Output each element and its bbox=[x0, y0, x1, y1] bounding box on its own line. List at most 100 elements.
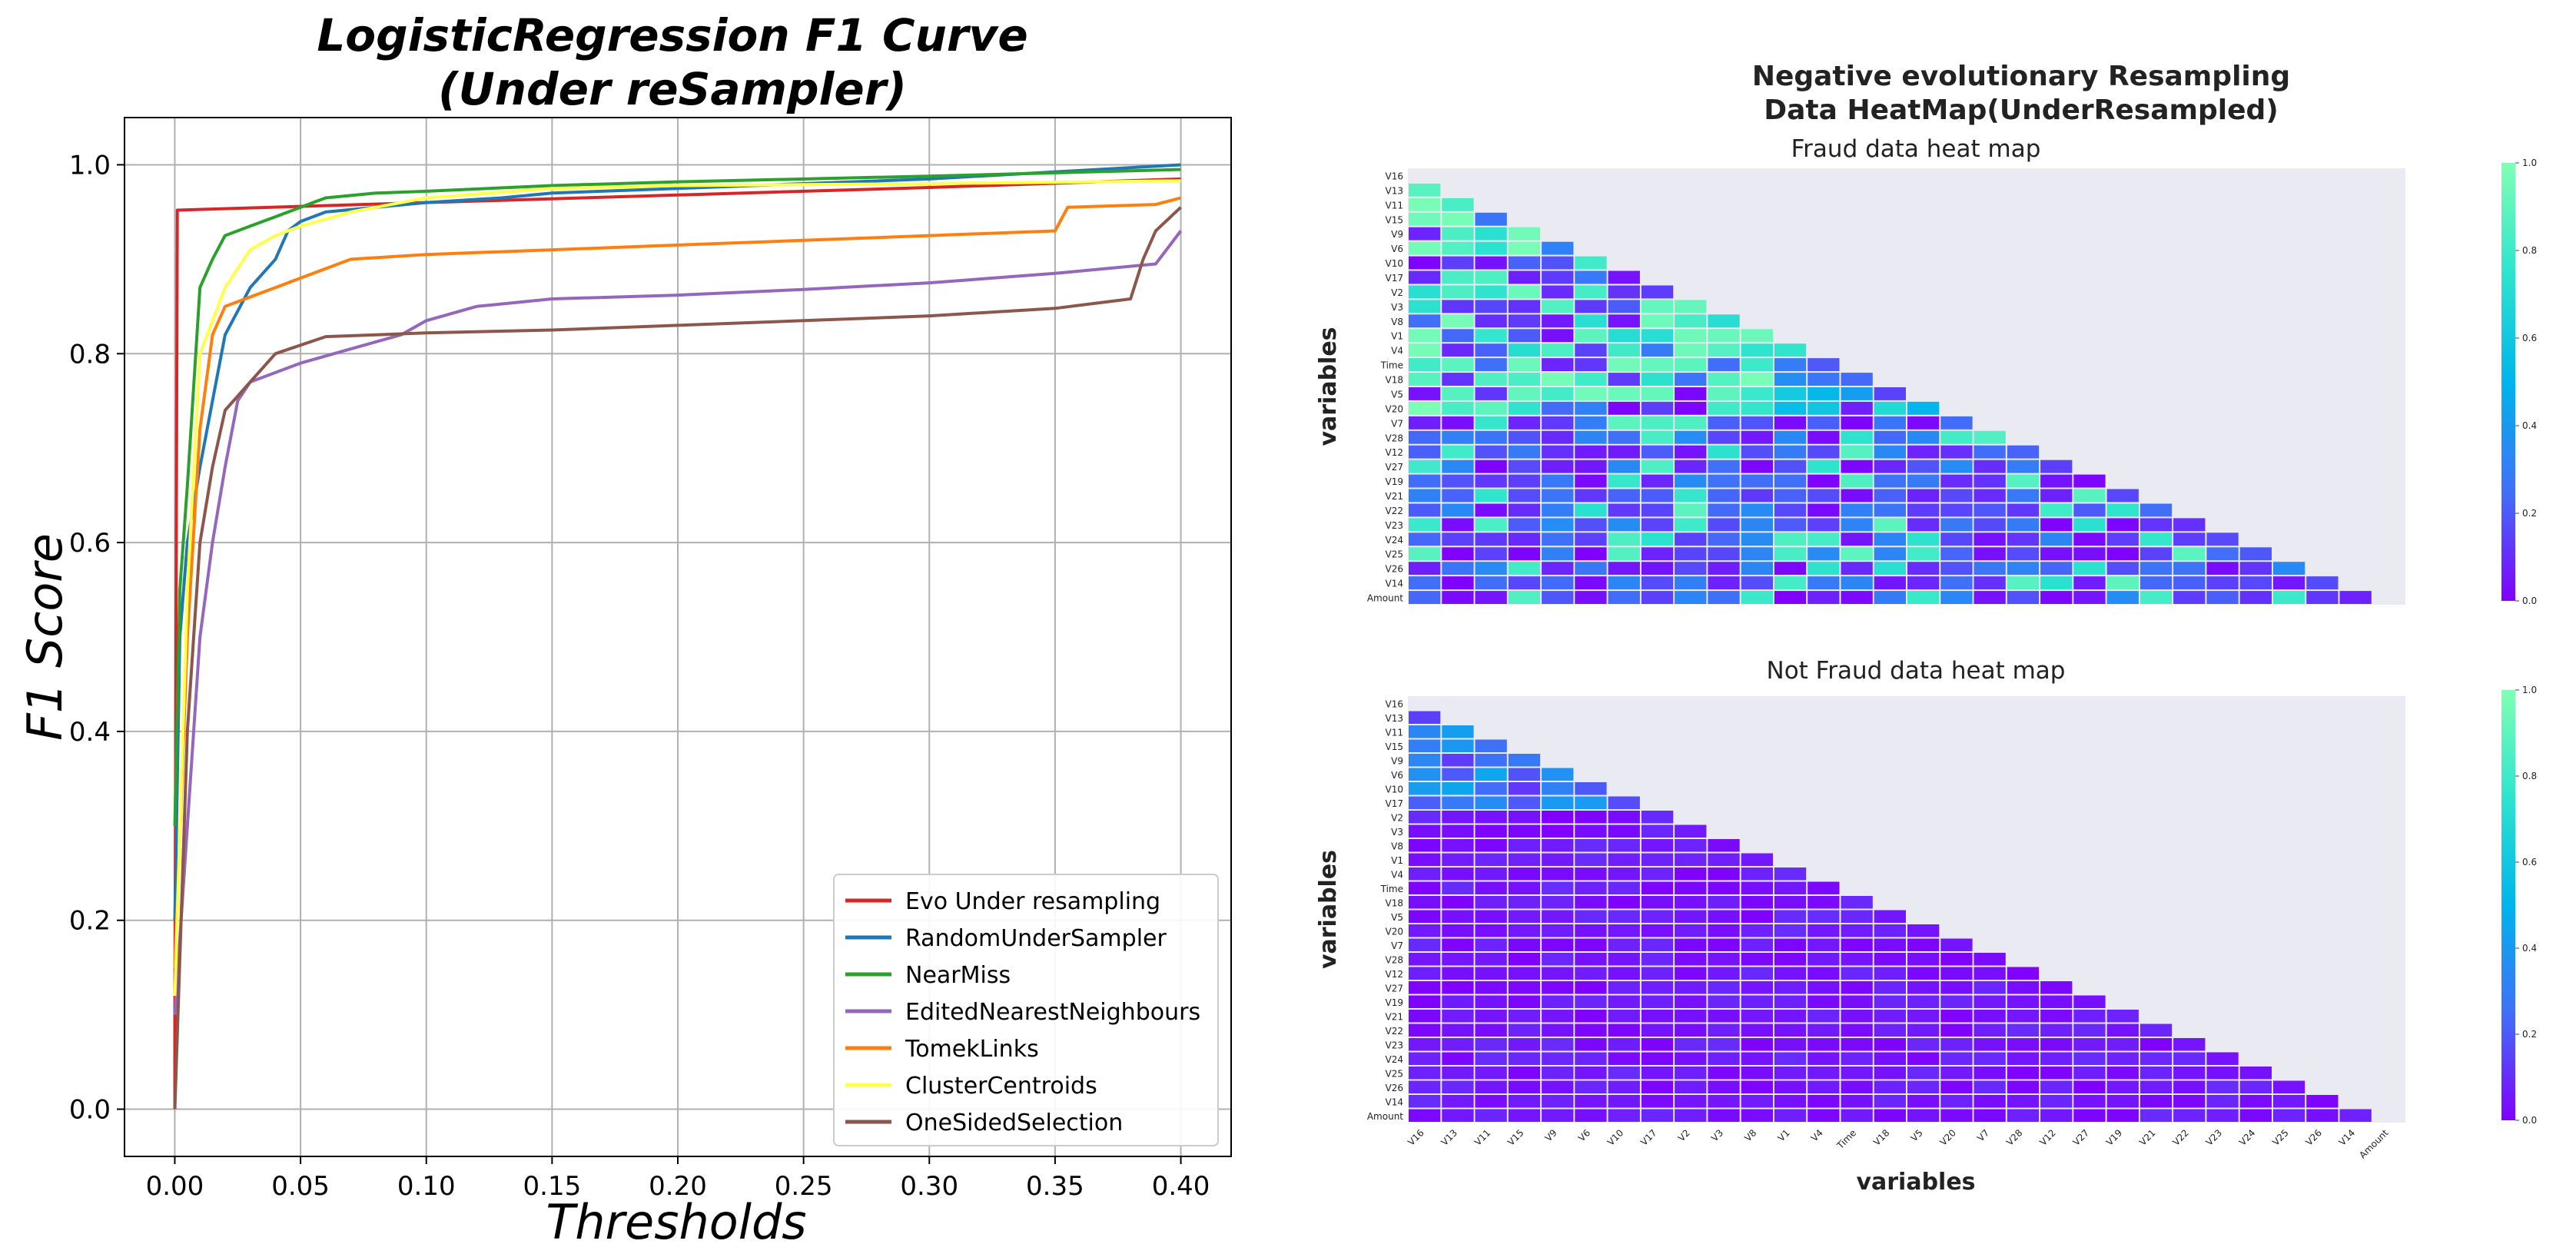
heatmap-cell bbox=[1475, 1080, 1507, 1093]
heatmap-cell bbox=[1508, 768, 1541, 781]
heatmap-cell bbox=[1774, 1052, 1807, 1065]
heatmap-cell bbox=[1774, 881, 1807, 894]
heatmap-cell bbox=[1641, 518, 1674, 532]
heatmap-cell bbox=[1442, 197, 1474, 211]
heatmap-cell bbox=[1575, 967, 1607, 980]
heatmap-row-label: V23 bbox=[1386, 520, 1403, 531]
heatmap-cell bbox=[1442, 430, 1474, 444]
heatmap-cell bbox=[2040, 1080, 2073, 1093]
series-line-5 bbox=[173, 179, 1181, 997]
heatmap-cell bbox=[1774, 981, 1807, 994]
heatmap-cell bbox=[1409, 725, 1441, 738]
heatmap-cell bbox=[1675, 1010, 1707, 1023]
heatmap-cell bbox=[1774, 489, 1807, 503]
heatmap-cell bbox=[1641, 1038, 1674, 1051]
heatmap-row-label: V10 bbox=[1386, 258, 1403, 269]
heatmap-cell bbox=[1675, 430, 1707, 444]
heatmap-cell bbox=[1907, 401, 1940, 415]
heatmap-cell bbox=[2106, 1038, 2139, 1051]
chart-title-line1: LogisticRegression F1 Curve bbox=[317, 9, 1027, 61]
heatmap-cell bbox=[1808, 416, 1840, 430]
heatmap-cell bbox=[2073, 591, 2106, 604]
heatmap-cell bbox=[1641, 503, 1674, 517]
heatmap-cell bbox=[1774, 591, 1807, 604]
heatmap-cell bbox=[1774, 938, 1807, 951]
heatmap-cell bbox=[1508, 881, 1541, 894]
heatmap-cell bbox=[1774, 1080, 1807, 1093]
heatmap-cell bbox=[1940, 1052, 1973, 1065]
heatmap-cell bbox=[2272, 1095, 2305, 1108]
heatmap-cell bbox=[1641, 967, 1674, 980]
heatmap-cell bbox=[1874, 430, 1906, 444]
heatmap-suptitle-line1: Negative evolutionary Resampling bbox=[1752, 61, 2290, 92]
heatmap-cell bbox=[1973, 562, 2006, 576]
heatmap-cell bbox=[2040, 981, 2073, 994]
heatmap-cell bbox=[1641, 1010, 1674, 1023]
heatmap-cell bbox=[1508, 416, 1541, 430]
heatmap-cell bbox=[2206, 576, 2239, 589]
heatmap-cell bbox=[1508, 358, 1541, 371]
heatmap-cell bbox=[1508, 343, 1541, 357]
colorbar-tick-label: 0.4 bbox=[2522, 943, 2537, 954]
heatmap-cell bbox=[1774, 967, 1807, 980]
heatmap-cell bbox=[1542, 881, 1574, 894]
heatmap-cell bbox=[1808, 924, 1840, 937]
heatmap-cell bbox=[1808, 591, 1840, 604]
heatmap-cell bbox=[2040, 532, 2073, 546]
heatmap-cell bbox=[1940, 445, 1973, 459]
not-fraud-heatmap: Not Fraud data heat map V16 V13 V11 V15 V9 V6 V… bbox=[1315, 657, 2537, 1160]
heatmap-cell bbox=[1442, 314, 1474, 328]
heatmap-cell bbox=[1575, 343, 1607, 357]
heatmap-cell bbox=[2272, 591, 2305, 604]
heatmap-cell bbox=[1475, 1095, 1507, 1108]
heatmap-cell bbox=[1442, 1095, 1474, 1108]
heatmap-cell bbox=[1608, 1080, 1640, 1093]
heatmap-cell bbox=[1542, 924, 1574, 937]
heatmap-row-label: V27 bbox=[1386, 983, 1403, 994]
heatmap-row-label: V10 bbox=[1386, 784, 1403, 795]
heatmap-cell bbox=[1442, 1109, 1474, 1122]
heatmap-cell bbox=[1940, 1038, 1973, 1051]
heatmap-cell bbox=[1675, 474, 1707, 488]
heatmap-cell bbox=[1940, 547, 1973, 561]
colorbar-tick-label: 0.6 bbox=[2522, 333, 2537, 343]
heatmap-row-label: V5 bbox=[1391, 390, 1403, 400]
colorbar-tick-label: 1.0 bbox=[2522, 158, 2537, 168]
heatmap-cell bbox=[1940, 1109, 1973, 1122]
heatmap-cell bbox=[1409, 314, 1441, 328]
heatmap-col-label: V12 bbox=[2037, 1127, 2058, 1148]
heatmap-cell bbox=[1575, 576, 1607, 589]
heatmap-row-label: V14 bbox=[1386, 579, 1403, 589]
heatmap-cell bbox=[1409, 241, 1441, 255]
heatmap-cell bbox=[1442, 532, 1474, 546]
heatmap-cell bbox=[1442, 1080, 1474, 1093]
heatmap-cell bbox=[1575, 981, 1607, 994]
heatmap-cell bbox=[1475, 811, 1507, 824]
heatmap-cell bbox=[2139, 1038, 2173, 1051]
heatmap-cell bbox=[1808, 445, 1840, 459]
heatmap-cell bbox=[1940, 474, 1973, 488]
heatmap-cell bbox=[1841, 430, 1873, 444]
heatmap-cell bbox=[1508, 1023, 1541, 1037]
heatmap-cell bbox=[1575, 329, 1607, 343]
heatmap-cell bbox=[1741, 1095, 1773, 1108]
heatmap-row-label: V7 bbox=[1391, 418, 1403, 429]
heatmap-cell bbox=[1675, 547, 1707, 561]
heatmap-cell bbox=[1973, 503, 2006, 517]
heatmap-cell bbox=[1542, 373, 1574, 386]
heatmap-col-label: V16 bbox=[1406, 1127, 1426, 1148]
heatmap-row-label: V25 bbox=[1386, 1068, 1403, 1079]
heatmap-cell bbox=[2173, 1080, 2206, 1093]
heatmap-cell bbox=[1608, 343, 1640, 357]
heatmap-cell bbox=[1542, 401, 1574, 415]
heatmap-cell bbox=[1675, 938, 1707, 951]
heatmap-cell bbox=[2040, 562, 2073, 576]
heatmap-cell bbox=[1675, 532, 1707, 546]
heatmap-cell bbox=[1841, 1023, 1873, 1037]
heatmap-cell bbox=[2173, 1038, 2206, 1051]
heatmap-row-label: V20 bbox=[1386, 403, 1403, 414]
heatmap-cell bbox=[1508, 547, 1541, 561]
heatmap-cell bbox=[1409, 868, 1441, 881]
heatmap-cell bbox=[1608, 811, 1640, 824]
heatmap-cell bbox=[1641, 430, 1674, 444]
